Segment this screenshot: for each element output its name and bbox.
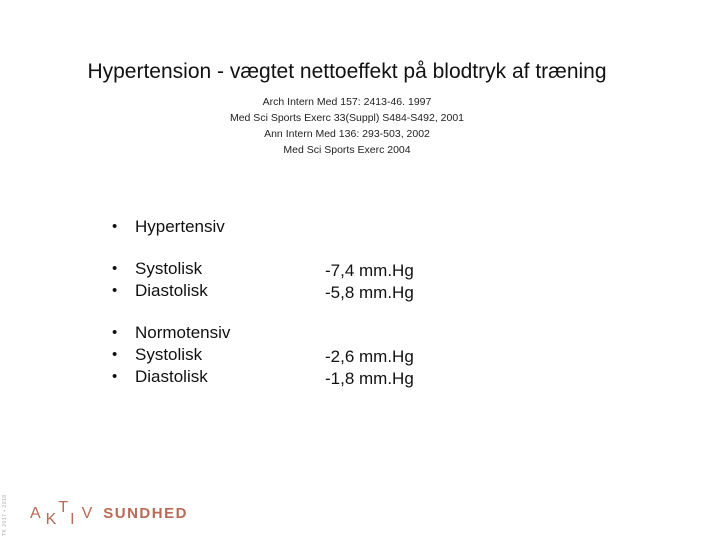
hypertensive-diastolic-value: -5,8 mm.Hg (325, 283, 414, 302)
list-item: • Diastolisk (112, 366, 230, 388)
bullet-group-hypertensive-values: • Systolisk • Diastolisk (112, 258, 230, 302)
slide-title: Hypertension - vægtet nettoeffekt på blo… (87, 60, 607, 83)
reference-line: Med Sci Sports Exerc 2004 (283, 144, 411, 156)
list-item-label: Normotensiv (135, 323, 231, 342)
bullet-icon: • (112, 260, 118, 277)
aktiv-sundhed-logo: A K T I V SUNDHED (30, 499, 188, 529)
hypertensive-systolic-value: -7,4 mm.Hg (325, 261, 414, 280)
logo-letter: T (58, 499, 70, 516)
bullet-icon: • (112, 368, 118, 385)
normotensive-diastolic-value: -1,8 mm.Hg (325, 369, 414, 388)
list-item: • Normotensiv (112, 322, 230, 344)
bullet-list: • Hypertensiv • Systolisk • Diastolisk •… (112, 216, 230, 408)
bullet-group-normotensive: • Normotensiv • Systolisk • Diastolisk (112, 322, 230, 388)
bullet-icon: • (112, 282, 118, 299)
list-item: • Diastolisk (112, 280, 230, 302)
value-column: -7,4 mm.Hg -5,8 mm.Hg -2,6 mm.Hg -1,8 mm… (325, 260, 414, 390)
list-item: • Hypertensiv (112, 216, 230, 238)
reference-line: Med Sci Sports Exerc 33(Suppl) S484-S492… (229, 112, 465, 124)
references: Arch Intern Med 157: 2413-46. 1997 Med S… (0, 94, 694, 158)
side-note: TK 2017 • 2018 (2, 494, 8, 536)
list-item-label: Hypertensiv (135, 217, 225, 236)
logo-letter: A (30, 505, 42, 522)
bullet-icon: • (112, 218, 118, 235)
bullet-icon: • (112, 346, 118, 363)
reference-line: Arch Intern Med 157: 2413-46. 1997 (262, 96, 432, 108)
logo-letter: I (70, 511, 76, 528)
bullet-icon: • (112, 324, 118, 341)
list-item: • Systolisk (112, 344, 230, 366)
list-item: • Systolisk (112, 258, 230, 280)
list-item-label: Systolisk (135, 259, 203, 278)
list-item-label: Diastolisk (135, 281, 208, 300)
logo-letter: K (45, 511, 58, 528)
list-item-label: Diastolisk (135, 367, 208, 386)
bullet-group-hypertensive-heading: • Hypertensiv (112, 216, 230, 238)
logo-letter: V (81, 505, 94, 522)
list-item-label: Systolisk (135, 345, 203, 364)
normotensive-systolic-value: -2,6 mm.Hg (325, 347, 414, 366)
logo-word: SUNDHED (103, 505, 188, 522)
reference-line: Ann Intern Med 136: 293-503, 2002 (264, 128, 430, 140)
